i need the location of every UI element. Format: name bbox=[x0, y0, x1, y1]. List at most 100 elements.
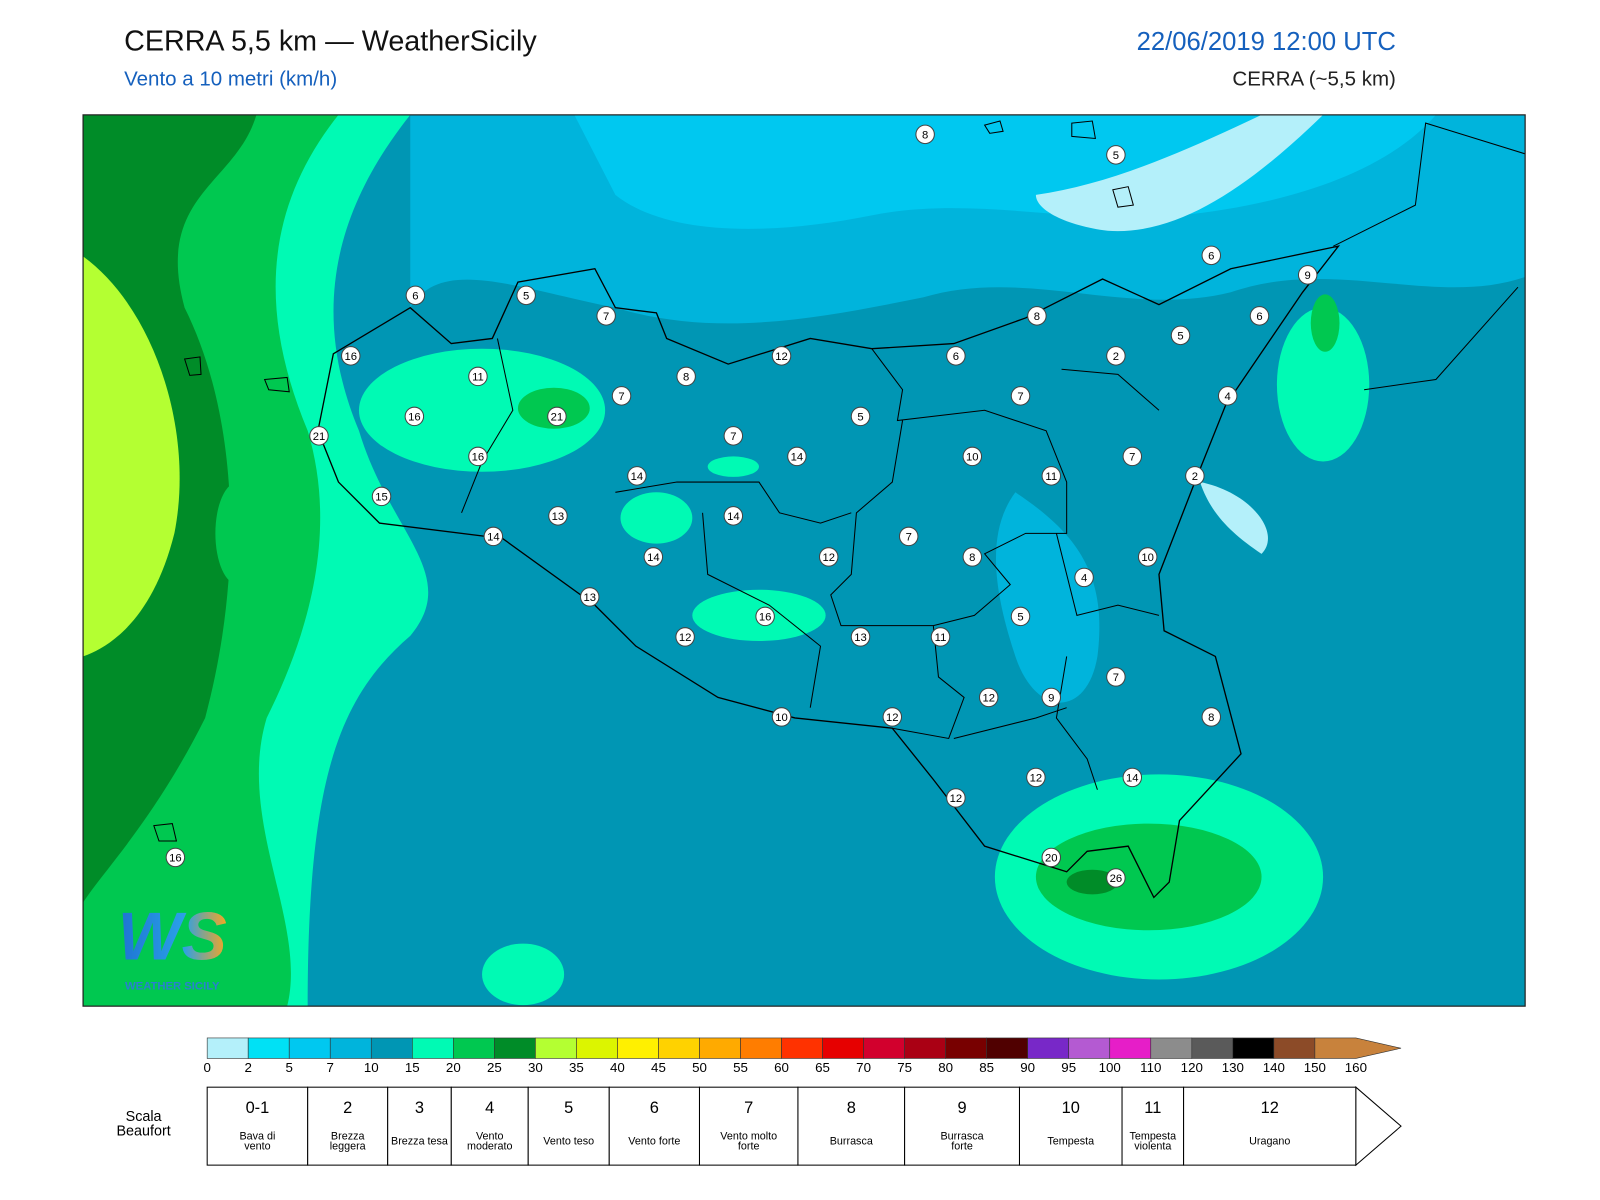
datetime: 22/06/2019 12:00 UTC bbox=[1137, 28, 1396, 56]
beaufort-label-box: Uragano bbox=[1249, 1136, 1290, 1146]
station-marker bbox=[962, 547, 983, 567]
station-marker bbox=[580, 587, 600, 607]
station-value: 12 bbox=[1030, 772, 1043, 784]
legend-tick-label: 2 bbox=[244, 1060, 251, 1075]
station-value: 14 bbox=[487, 531, 500, 543]
beaufort-label: Bava di vento bbox=[239, 1129, 276, 1153]
legend-tick-label: 35 bbox=[569, 1060, 584, 1075]
beaufort-force: 2 bbox=[343, 1099, 352, 1117]
station-value: 13 bbox=[583, 592, 596, 604]
map-frame bbox=[82, 114, 1526, 1007]
station-value: 26 bbox=[1110, 873, 1123, 885]
legend-bin bbox=[781, 1037, 823, 1059]
legend-tick-label: 160 bbox=[1345, 1060, 1367, 1075]
station-value: 7 bbox=[618, 391, 624, 403]
beaufort-force: 8 bbox=[847, 1099, 856, 1117]
legend-bin bbox=[576, 1037, 618, 1059]
station-marker bbox=[676, 366, 696, 387]
beaufort-title: Scala Beaufort bbox=[116, 1107, 171, 1139]
map bbox=[83, 114, 1526, 1007]
beaufort-label: Vento forte bbox=[628, 1135, 681, 1148]
beaufort-arrow bbox=[1355, 1086, 1402, 1167]
legend-tick-label: 60 bbox=[774, 1060, 789, 1075]
legend-bin bbox=[904, 1037, 946, 1059]
beaufort-force: 10 bbox=[1062, 1099, 1080, 1117]
station-marker bbox=[1106, 346, 1126, 366]
legend-tick-label: 25 bbox=[487, 1060, 502, 1075]
beaufort-force: 5 bbox=[564, 1099, 573, 1117]
legend-bin bbox=[863, 1037, 905, 1059]
beaufort-force: 4 bbox=[485, 1099, 494, 1117]
station-value: 7 bbox=[1017, 391, 1023, 403]
legend-bin bbox=[822, 1037, 864, 1059]
station-value: 5 bbox=[857, 411, 863, 423]
station-marker bbox=[483, 526, 504, 547]
legend-tick-label: 0 bbox=[203, 1060, 210, 1075]
legend-bin bbox=[617, 1037, 659, 1059]
station-value: 6 bbox=[1256, 311, 1262, 323]
station-value: 15 bbox=[375, 491, 388, 503]
legend-tick-label: 90 bbox=[1020, 1060, 1035, 1075]
beaufort-label-box: Burrasca forte bbox=[940, 1131, 983, 1153]
station-marker bbox=[1122, 767, 1143, 788]
station-marker bbox=[1026, 767, 1046, 788]
legend-tick-label: 140 bbox=[1263, 1060, 1285, 1075]
beaufort-force: 0-1 bbox=[246, 1099, 270, 1117]
station-marker bbox=[1106, 667, 1126, 687]
beaufort-force: 7 bbox=[744, 1099, 753, 1117]
legend-bin bbox=[699, 1037, 741, 1059]
station-value: 6 bbox=[953, 351, 959, 363]
station-value: 11 bbox=[1045, 471, 1057, 483]
station-marker bbox=[468, 366, 488, 387]
station-marker bbox=[596, 306, 616, 326]
station-marker bbox=[1041, 847, 1062, 868]
beaufort-label-box: Vento molto forte bbox=[720, 1131, 777, 1153]
legend-tick-label: 95 bbox=[1061, 1060, 1076, 1075]
station-marker bbox=[1185, 466, 1205, 486]
station-value: 9 bbox=[1305, 270, 1311, 282]
source: CERRA (~5,5 km) bbox=[1232, 67, 1395, 90]
beaufort-cell bbox=[797, 1086, 906, 1166]
beaufort-scale: Scala Beaufort 0-1 Bava di vento 2 Brezza le… bbox=[116, 1086, 1402, 1167]
legend-bin bbox=[1191, 1037, 1234, 1059]
legend-bin bbox=[329, 1037, 372, 1059]
beaufort-label: Vento moderato bbox=[466, 1129, 513, 1153]
beaufort-label: Tempesta bbox=[1047, 1135, 1095, 1148]
station-marker bbox=[547, 406, 567, 427]
station-value: 12 bbox=[775, 351, 788, 363]
station-marker bbox=[850, 406, 871, 427]
legend-bin bbox=[945, 1037, 987, 1059]
legend-bin bbox=[288, 1037, 331, 1059]
station-marker bbox=[309, 426, 329, 446]
station-marker bbox=[771, 707, 792, 727]
station-marker bbox=[548, 506, 568, 526]
beaufort-label-box: Vento moderato bbox=[466, 1129, 513, 1153]
beaufort-force: 12 bbox=[1261, 1099, 1279, 1117]
legend-bin bbox=[1027, 1037, 1070, 1059]
legend-bin bbox=[658, 1037, 700, 1059]
legend-tick-label: 5 bbox=[286, 1060, 293, 1075]
station-value: 12 bbox=[886, 712, 899, 724]
station-value: 14 bbox=[791, 451, 804, 463]
station-value: 10 bbox=[1141, 552, 1154, 564]
station-marker bbox=[627, 466, 647, 486]
station-marker bbox=[516, 285, 536, 306]
station-marker bbox=[723, 426, 744, 446]
station-value: 16 bbox=[169, 852, 182, 864]
beaufort-title-box: Scala Beaufort bbox=[116, 1107, 171, 1139]
beaufort-force: 11 bbox=[1144, 1099, 1161, 1117]
legend-arrow bbox=[1314, 1037, 1402, 1059]
legend-tick-label: 50 bbox=[692, 1060, 707, 1075]
station-marker bbox=[915, 124, 935, 145]
beaufort-label: Brezza tesa bbox=[391, 1135, 448, 1148]
station-value: 16 bbox=[408, 411, 421, 423]
legend-tick-label: 30 bbox=[528, 1060, 543, 1075]
beaufort-label-box: Bava di vento bbox=[239, 1129, 276, 1153]
station-marker bbox=[898, 526, 919, 547]
beaufort-label-box: Vento forte bbox=[628, 1135, 681, 1148]
station-marker bbox=[818, 547, 839, 567]
station-value: 7 bbox=[603, 311, 609, 323]
station-value: 8 bbox=[969, 552, 975, 564]
